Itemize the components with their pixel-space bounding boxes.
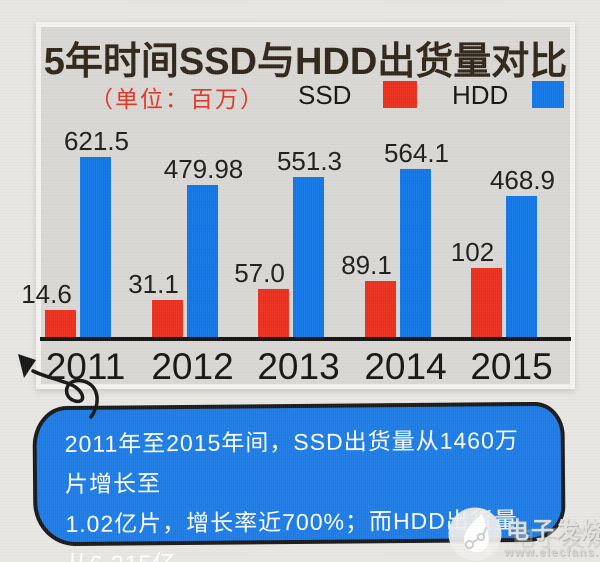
value-label-hdd-2015: 468.9 <box>489 165 556 195</box>
brand-watermark: 电子发烧友 www.elecfans.com <box>448 505 600 561</box>
x-tick-2015: 2015 <box>470 346 553 387</box>
legend-ssd-swatch <box>383 81 417 108</box>
value-label-hdd-2014: 564.1 <box>383 138 450 168</box>
bar-hdd-2012 <box>187 185 218 337</box>
value-label-ssd-2012: 31.1 <box>128 269 179 299</box>
x-tick-2012: 2012 <box>151 346 234 387</box>
brand-logo-icon <box>448 507 502 561</box>
x-tick-2013: 2013 <box>257 346 340 387</box>
bar-hdd-2014 <box>400 169 431 337</box>
bar-hdd-2011 <box>80 157 111 337</box>
bar-hdd-2013 <box>293 177 324 337</box>
unit-label: （单位：百万） <box>90 86 265 112</box>
x-tick-2014: 2014 <box>364 346 447 387</box>
legend-hdd-label: HDD <box>452 80 509 110</box>
bar-ssd-2013 <box>258 289 289 337</box>
bar-ssd-2012 <box>152 300 183 337</box>
bar-hdd-2015 <box>506 196 537 337</box>
bar-ssd-2015 <box>471 268 502 337</box>
value-label-hdd-2013: 551.3 <box>276 146 343 176</box>
x-axis-line <box>40 337 571 341</box>
bar-ssd-2011 <box>45 310 76 337</box>
brand-name: 电子发烧友 <box>506 517 600 543</box>
value-label-hdd-2012: 479.98 <box>163 154 244 184</box>
brand-url: www.elecfans.com <box>504 545 600 559</box>
value-label-ssd-2013: 57.0 <box>234 258 285 288</box>
legend-ssd-label: SSD <box>298 80 352 110</box>
doodle-arrow-icon <box>18 354 99 419</box>
bar-ssd-2014 <box>365 281 396 337</box>
value-label-ssd-2014: 89.1 <box>341 250 392 280</box>
value-label-ssd-2015: 102 <box>450 237 495 267</box>
callout-line-1: 2011年至2015年间，SSD出货量从1460万片增长至 <box>64 427 519 498</box>
chart-title: 5年时间SSD与HDD出货量对比 <box>43 41 568 83</box>
legend-hdd-swatch <box>532 81 564 108</box>
value-label-hdd-2011: 621.5 <box>63 126 130 156</box>
value-label-ssd-2011: 14.6 <box>21 279 72 309</box>
